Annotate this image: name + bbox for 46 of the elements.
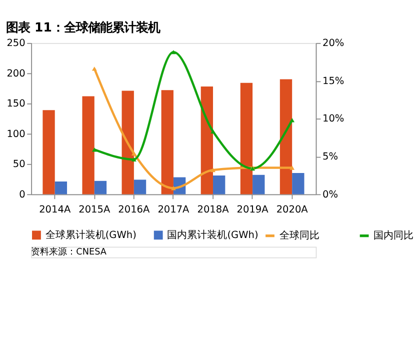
bar [134, 180, 146, 194]
x-tick-label: 2018A [197, 204, 230, 216]
x-tick-label: 2016A [118, 204, 150, 216]
y-tick-label: 250 [6, 38, 26, 50]
legend-label: 国内同比 [374, 229, 414, 242]
y2-tick-label: 20% [322, 38, 344, 50]
x-tick-label: 2014A [39, 204, 71, 216]
y-tick-label: 150 [6, 98, 26, 110]
x-tick-label: 2020A [276, 204, 308, 216]
y-tick-label: 200 [6, 68, 26, 80]
legend-label: 全球同比 [279, 229, 320, 242]
bar [42, 110, 55, 194]
bar [252, 174, 265, 194]
y-tick-label: 50 [12, 159, 26, 170]
bar [280, 79, 292, 194]
x-tick-label: 2019A [236, 204, 269, 216]
point [210, 168, 216, 172]
bar [94, 180, 107, 194]
bar [240, 82, 253, 194]
legend-label: 国内累计装机(GWh) [167, 228, 258, 241]
point [290, 166, 295, 170]
y2-tick-label: 5% [322, 152, 338, 163]
bar [82, 96, 94, 194]
point [210, 129, 216, 134]
legend-label: 全球累计装机(GWh) [45, 228, 136, 241]
bar [200, 86, 214, 194]
point [131, 157, 136, 162]
y2-tick-label: 10% [322, 114, 344, 125]
y-tick-label: 0 [19, 189, 26, 200]
text: 资料来源：CNESA [31, 246, 106, 258]
y2-tick-label: 15% [322, 76, 344, 87]
bar [122, 90, 134, 194]
x-tick-label: 2015A [78, 204, 110, 216]
point [171, 50, 176, 54]
y-tick-label: 100 [6, 128, 26, 140]
chart-title: 图表 11：全球储能累计装机 [6, 19, 160, 34]
x-tick-label: 2017A [158, 204, 190, 216]
point [92, 147, 97, 152]
y2-tick-label: 0% [322, 189, 338, 200]
bar [292, 173, 304, 194]
point [131, 151, 136, 156]
bar [213, 175, 226, 194]
point [171, 186, 176, 190]
bar [161, 90, 174, 194]
bar [54, 182, 68, 194]
point [92, 66, 97, 71]
